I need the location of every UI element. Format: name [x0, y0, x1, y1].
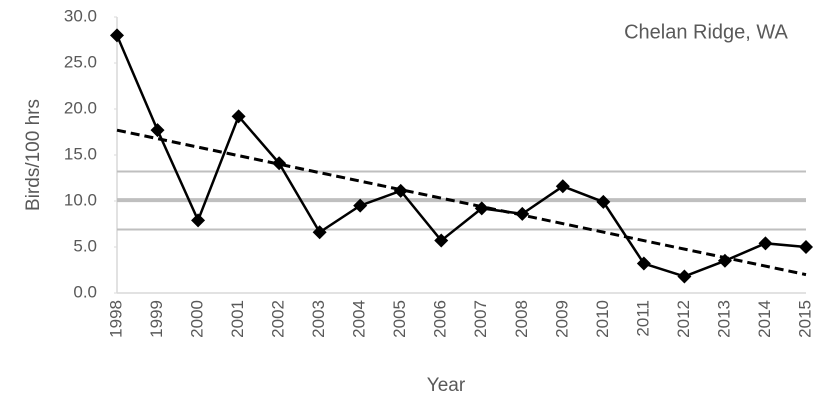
x-tick-label: 2005 [390, 300, 409, 338]
data-point [555, 179, 570, 194]
x-tick-label: 2013 [714, 300, 733, 338]
x-tick-label: 2003 [309, 300, 328, 338]
x-tick-label: 2012 [674, 300, 693, 338]
x-tick-label: 2004 [350, 300, 369, 338]
data-point [353, 198, 368, 213]
y-tick-label: 15.0 [64, 144, 97, 163]
data-point [758, 236, 773, 251]
data-point [717, 253, 732, 268]
data-point [474, 201, 489, 216]
x-tick-label: 2014 [755, 300, 774, 338]
x-tick-label: 2006 [431, 300, 450, 338]
data-point [515, 206, 530, 221]
data-point [799, 240, 813, 254]
data-point [150, 123, 165, 138]
x-tick-label: 2008 [512, 300, 531, 338]
x-axis-title: Year [427, 375, 466, 396]
data-point [110, 28, 124, 43]
data-point [596, 194, 611, 209]
y-tick-label: 5.0 [73, 236, 97, 255]
x-tick-label: 1999 [147, 300, 166, 338]
x-tick-label: 2001 [228, 300, 247, 338]
y-axis-title: Birds/100 hrs [23, 99, 44, 211]
data-point [636, 256, 651, 271]
y-tick-label: 0.0 [73, 282, 97, 301]
trendline [116, 128, 807, 277]
data-point [434, 233, 449, 248]
x-tick-label: 2011 [633, 300, 652, 337]
data-line [115, 34, 807, 278]
x-tick-label: 2009 [552, 300, 571, 338]
x-tick-label: 2010 [593, 300, 612, 338]
x-tick-label: 2000 [188, 300, 207, 338]
data-point [393, 183, 408, 198]
y-tick-label: 25.0 [64, 52, 97, 71]
annotation: Chelan Ridge, WA [624, 21, 788, 43]
y-tick-label: 20.0 [64, 98, 97, 117]
x-tick-label: 2015 [795, 300, 814, 338]
x-tick-label: 2007 [471, 300, 490, 338]
data-point [272, 156, 287, 171]
data-point [312, 225, 327, 240]
y-tick-label: 30.0 [64, 6, 97, 25]
data-point [677, 269, 692, 284]
x-tick-label: 1998 [106, 300, 125, 338]
x-tick-label: 2002 [269, 300, 288, 338]
y-tick-label: 10.0 [64, 190, 97, 209]
data-point [231, 109, 246, 124]
data-point [191, 213, 206, 228]
